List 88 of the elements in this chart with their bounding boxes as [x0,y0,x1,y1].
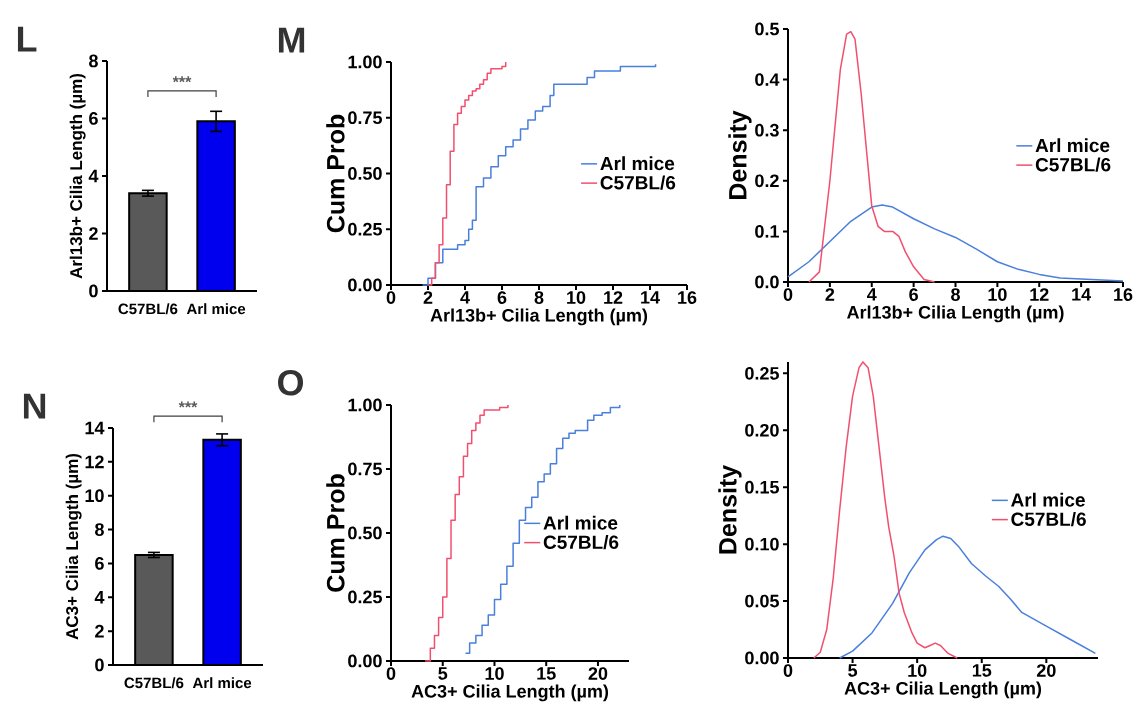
legend-label: C57BL/6 [1011,511,1086,527]
y-tick-label: 6 [89,112,98,125]
y-tick-label: 0.00 [745,651,779,665]
y-axis-title: Density [728,110,752,199]
y-tick-label: 0.4 [755,73,780,86]
x-tick-label: 10 [988,288,1007,301]
line-series [808,30,936,283]
y-axis-title: Density [718,464,742,554]
y-tick-label: 0.0 [755,275,779,289]
y-tick-label: 0.75 [348,462,382,476]
y-tick-label: 12 [85,455,104,469]
legend-label: Arl mice [600,156,675,171]
x-tick-label: 2 [825,288,835,301]
y-axis-title: Cum Prob [326,474,345,592]
x-tick-label: 6 [909,288,918,301]
y-tick-label: 0.50 [348,526,382,540]
text: *** [178,401,198,408]
y-tick-label: 0.5 [755,22,779,36]
x-tick-label: 12 [604,291,623,304]
x-tick-label: 16 [1114,288,1133,301]
x-tick-label: 0 [783,664,793,677]
x-tick-label: 16 [678,291,697,304]
y-tick-label: 0.00 [348,654,382,668]
chart-title: O [278,369,304,396]
y-tick-label: 0.20 [745,423,779,437]
x-axis-title: Arl13b+ Cilia Length (µm) [847,305,1064,323]
x-tick-label: 2 [423,291,433,304]
legend-label: Arl mice [1011,492,1085,507]
y-tick-label: 6 [95,557,104,570]
y-tick-label: 8 [89,54,98,68]
y-tick-label: 14 [85,421,105,435]
y-tick-label: 1.00 [348,398,382,412]
y-tick-label: 8 [95,523,104,536]
legend-label: Arl mice [543,515,618,530]
x-tick-label: 6 [497,291,507,304]
y-axis-title: Arl13b+ Cilia Length (µm) [69,73,86,279]
legend-label: C57BL/6 [543,534,619,550]
y-axis-title: AC3+ Cilia Length (µm) [65,453,82,640]
y-tick-label: 0.00 [348,278,382,292]
x-tick-label: 10 [485,667,504,680]
x-tick-label: 14 [641,291,660,304]
x-tick-label: 4 [867,288,877,301]
x-tick-label: 8 [534,291,544,304]
x-tick-label: 14 [1072,288,1092,301]
line-series [813,361,958,659]
line-series [838,535,1097,659]
y-tick-label: 0.75 [348,111,382,125]
legend-label: Arl mice [1035,138,1110,153]
y-tick-label: 0.50 [348,167,382,180]
chart-title: N [23,393,46,419]
y-tick-label: 0.25 [348,222,382,236]
y-tick-label: 4 [88,169,99,183]
y-tick-label: 0.3 [755,123,779,137]
y-tick-label: 10 [85,489,104,503]
x-tick-label: 15 [972,664,992,677]
x-axis-title: Arl13b+ Cilia Length (µm) [430,308,648,326]
y-tick-label: 0.25 [745,366,779,380]
x-axis-title: AC3+ Cilia Length (µm) [411,684,609,702]
chart-title: L [17,26,37,52]
x-tick-label: 8 [951,288,960,301]
y-tick-label: 0.10 [745,537,779,551]
y-tick-label: 0.15 [745,480,779,494]
x-tick-label: 20 [1036,664,1056,677]
x-tick-label: 10 [908,664,927,677]
x-axis-title: AC3+ Cilia Length (µm) [844,681,1042,699]
y-tick-label: 0.05 [745,594,779,608]
x-tick-label: 0 [783,288,793,301]
x-tick-label: 4 [460,291,470,304]
legend-label: C57BL/6 [600,175,676,190]
y-tick-label: 2 [89,227,98,240]
x-tick-label: 10 [567,291,586,304]
y-tick-label: 0.2 [755,174,779,188]
y-tick-label: 0.1 [755,225,779,238]
x-tick-label: 20 [588,667,608,680]
x-tick-label: 5 [848,664,858,677]
x-tick-label: 15 [537,667,556,680]
y-axis-title: Cum Prob [326,114,345,233]
x-tick-label: 0 [386,291,396,304]
annotation: *** [172,76,192,83]
y-tick-label: 0.25 [348,590,382,604]
y-tick-label: 4 [94,591,105,604]
x-tick-label: 0 [386,667,396,680]
legend-label: C57BL/6 [1035,157,1111,172]
x-tick-label: 5 [438,667,448,680]
y-tick-label: 2 [95,624,104,638]
y-tick-label: 1.00 [348,55,382,69]
chart-title: M [278,27,305,53]
x-tick-label: 12 [1030,288,1049,301]
